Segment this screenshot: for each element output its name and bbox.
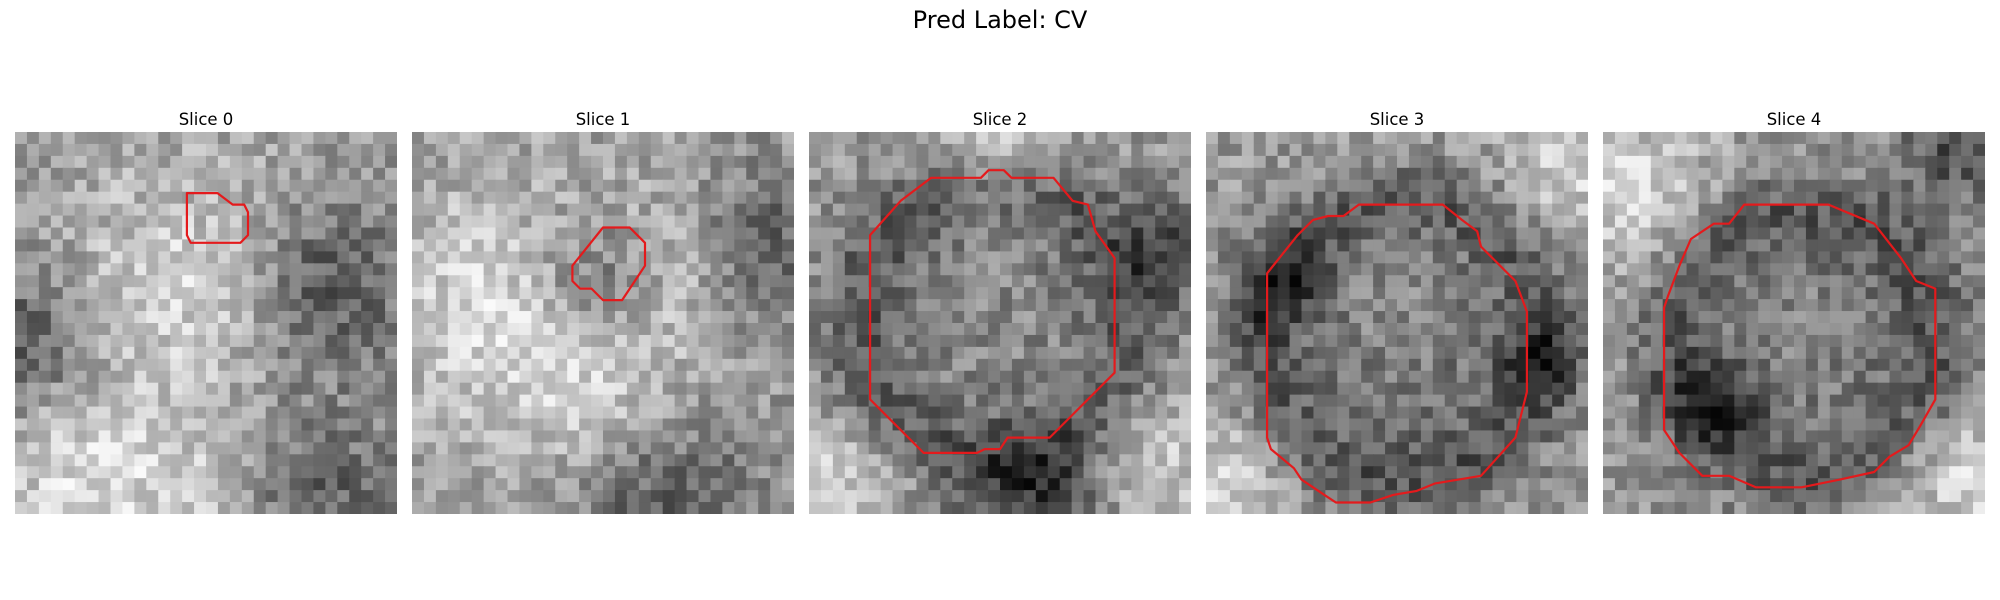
pixel-grid [809,132,1191,514]
slice-image-1 [412,132,794,514]
slice-panel-4: Slice 4 [1603,108,1985,514]
segmentation-contour [185,191,250,244]
segmentation-contour [1265,203,1528,504]
slice-panel-3: Slice 3 [1206,108,1588,514]
segmentation-contour [571,226,647,302]
slice-image-2 [809,132,1191,514]
slice-panel-0: Slice 0 [15,108,397,514]
slice-image-4 [1603,132,1985,514]
slice-image-0 [15,132,397,514]
slice-image-3 [1206,132,1588,514]
slice-title-4: Slice 4 [1766,110,1822,129]
figure-title: Pred Label: CV [912,6,1088,34]
slice-panel-2: Slice 2 [809,108,1191,514]
slice-panel-1: Slice 1 [412,108,794,514]
pixel-grid [412,132,794,514]
segmentation-contour [1662,203,1937,489]
slice-title-3: Slice 3 [1369,110,1425,129]
pixel-grid [15,132,397,514]
pixel-grid [1206,132,1588,514]
pixel-grid [1603,132,1985,514]
slice-title-2: Slice 2 [972,110,1028,129]
slice-title-0: Slice 0 [178,110,234,129]
segmentation-contour [868,169,1116,454]
slice-title-1: Slice 1 [575,110,631,129]
